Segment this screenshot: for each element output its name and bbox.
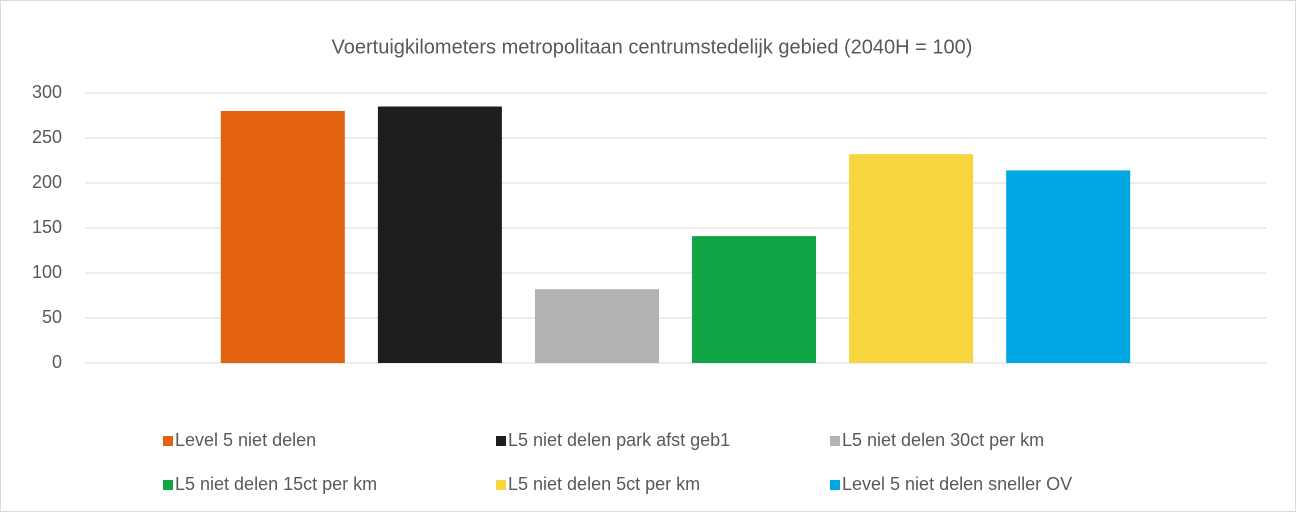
bar [220,111,345,363]
chart-title: Voertuigkilometers metropolitaan centrum… [332,36,973,58]
legend-label: L5 niet delen 5ct per km [508,474,700,494]
bar [1006,170,1131,363]
legend-swatch [163,480,173,490]
legend-swatch [830,436,840,446]
bar [377,106,502,363]
legend-label: L5 niet delen 30ct per km [842,430,1044,450]
y-tick-label: 100 [32,262,62,282]
y-tick-label: 0 [52,352,62,372]
y-tick-label: 50 [42,307,62,327]
legend-label: Level 5 niet delen [175,430,316,450]
bar [534,289,659,363]
bar [692,236,817,363]
legend-label: L5 niet delen 15ct per km [175,474,377,494]
bar [849,154,974,363]
y-tick-label: 150 [32,217,62,237]
y-tick-label: 250 [32,127,62,147]
y-tick-label: 200 [32,172,62,192]
legend-swatch [830,480,840,490]
legend-label: Level 5 niet delen sneller OV [842,474,1072,494]
y-tick-label: 300 [32,82,62,102]
legend-label: L5 niet delen park afst geb1 [508,430,730,450]
legend-swatch [496,436,506,446]
legend-swatch [496,480,506,490]
legend-swatch [163,436,173,446]
